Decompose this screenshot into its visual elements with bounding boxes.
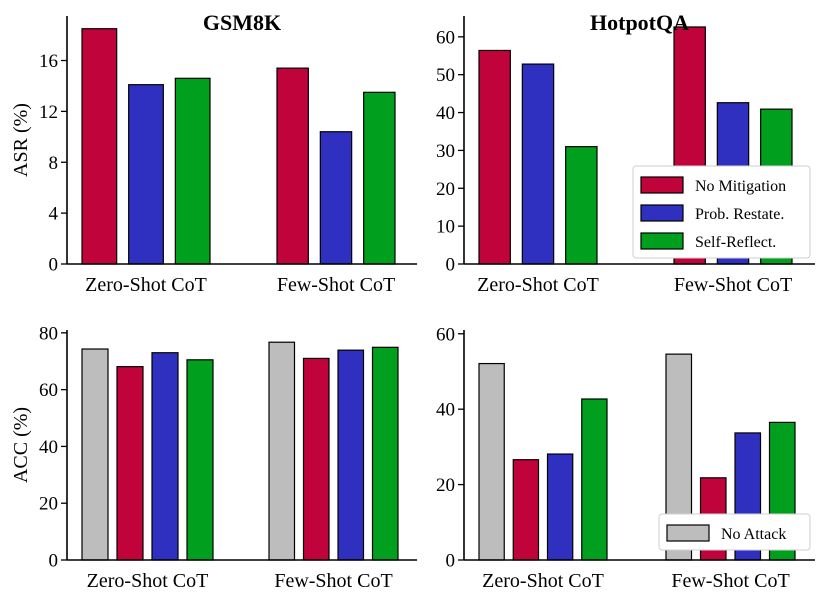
bar-self-reflect-zero-shot-cot xyxy=(186,359,214,561)
y-tick-label: 8 xyxy=(49,153,59,174)
y-tick-label: 0 xyxy=(49,255,59,276)
x-tick-label-few-shot-cot: Few-Shot CoT xyxy=(277,274,395,296)
x-tick-label-zero-shot-cot: Zero-Shot CoT xyxy=(477,274,599,296)
y-tick-label: 40 xyxy=(436,400,455,421)
bar-no-attack-few-shot-cot xyxy=(268,341,296,561)
y-tick-label: 30 xyxy=(436,141,455,162)
x-tick-label-few-shot-cot: Few-Shot CoT xyxy=(671,570,789,592)
panel-asr-hotpotqa: Zero-Shot CoT Few-Shot CoT 0 10 20 30 40 50 60 Ho… xyxy=(436,10,815,296)
bar-prob-restate-zero-shot-cot xyxy=(151,352,179,561)
bar-no-attack-zero-shot-cot xyxy=(81,348,109,561)
y-axis-label: ASR (%) xyxy=(10,103,32,177)
x-tick-label-few-shot-cot: Few-Shot CoT xyxy=(674,274,792,296)
bar-prob-restate-zero-shot-cot xyxy=(521,63,555,265)
legend-swatch-no-attack xyxy=(666,524,710,542)
y-tick-label: 20 xyxy=(436,179,455,200)
bar-self-reflect-zero-shot-cot xyxy=(581,398,608,561)
x-tick-label-zero-shot-cot: Zero-Shot CoT xyxy=(87,570,209,592)
bar-self-reflect-zero-shot-cot xyxy=(174,77,211,265)
legend: No Attack xyxy=(658,513,811,551)
legend-label-no-attack: No Attack xyxy=(721,526,786,543)
legend-swatch-no-mitigation xyxy=(640,176,684,194)
bar-self-reflect-few-shot-cot xyxy=(371,346,399,561)
bar-prob-restate-zero-shot-cot xyxy=(128,84,164,265)
legend-label-self-reflect: Self-Reflect. xyxy=(695,234,776,251)
bar-no-mitigation-zero-shot-cot xyxy=(81,28,118,265)
bar-prob-restate-few-shot-cot xyxy=(337,349,365,561)
y-tick-label: 0 xyxy=(446,551,456,572)
bar-no-mitigation-zero-shot-cot xyxy=(478,49,511,265)
bar-self-reflect-few-shot-cot xyxy=(363,91,396,265)
legend: No Mitigation Prob. Restate. Self-Reflect. xyxy=(632,165,811,259)
legend-label-prob-restate: Prob. Restate. xyxy=(695,206,784,223)
y-tick-label: 4 xyxy=(49,204,59,225)
bar-no-mitigation-zero-shot-cot xyxy=(116,366,144,561)
y-tick-label: 20 xyxy=(436,475,455,496)
legend-label-no-mitigation: No Mitigation xyxy=(695,178,786,195)
panel-acc-gsm8k: Zero-Shot CoT Few-Shot CoT 0 20 40 60 80 ACC (%… xyxy=(10,323,417,592)
y-tick-label: 40 xyxy=(436,103,455,124)
x-tick-label-few-shot-cot: Few-Shot CoT xyxy=(274,570,392,592)
y-tick-label: 0 xyxy=(49,551,59,572)
y-tick-label: 60 xyxy=(436,324,455,345)
bar-no-mitigation-zero-shot-cot xyxy=(512,459,540,561)
panel-acc-hotpotqa: Zero-Shot CoT Few-Shot CoT 0 20 40 60 No Attac… xyxy=(436,324,815,592)
y-tick-label: 60 xyxy=(39,380,58,401)
x-tick-label-zero-shot-cot: Zero-Shot CoT xyxy=(85,274,207,296)
bar-no-mitigation-few-shot-cot xyxy=(276,67,309,265)
y-tick-label: 16 xyxy=(39,51,58,72)
chart-title-gsm8k: GSM8K xyxy=(203,10,281,35)
bar-no-attack-zero-shot-cot xyxy=(478,362,505,561)
bar-prob-restate-few-shot-cot xyxy=(319,131,353,265)
bar-self-reflect-zero-shot-cot xyxy=(565,146,598,265)
x-tick-label-zero-shot-cot: Zero-Shot CoT xyxy=(482,570,604,592)
y-tick-label: 12 xyxy=(39,102,58,123)
legend-swatch-self-reflect xyxy=(640,232,684,250)
y-tick-label: 60 xyxy=(436,27,455,48)
y-tick-label: 50 xyxy=(436,65,455,86)
bar-no-mitigation-few-shot-cot xyxy=(302,357,330,561)
y-tick-label: 80 xyxy=(39,323,58,344)
bar-prob-restate-zero-shot-cot xyxy=(546,453,574,561)
panel-asr-gsm8k: Zero-Shot CoT Few-Shot CoT 0 4 8 12 16 GSM8K ASR… xyxy=(10,10,417,296)
y-tick-label: 40 xyxy=(39,437,58,458)
legend-swatch-prob-restate xyxy=(640,204,684,222)
chart-title-hotpotqa: HotpotQA xyxy=(590,10,689,35)
y-axis-label: ACC (%) xyxy=(10,407,32,483)
y-tick-label: 20 xyxy=(39,494,58,515)
y-tick-label: 0 xyxy=(446,255,456,276)
y-tick-label: 10 xyxy=(436,217,455,238)
